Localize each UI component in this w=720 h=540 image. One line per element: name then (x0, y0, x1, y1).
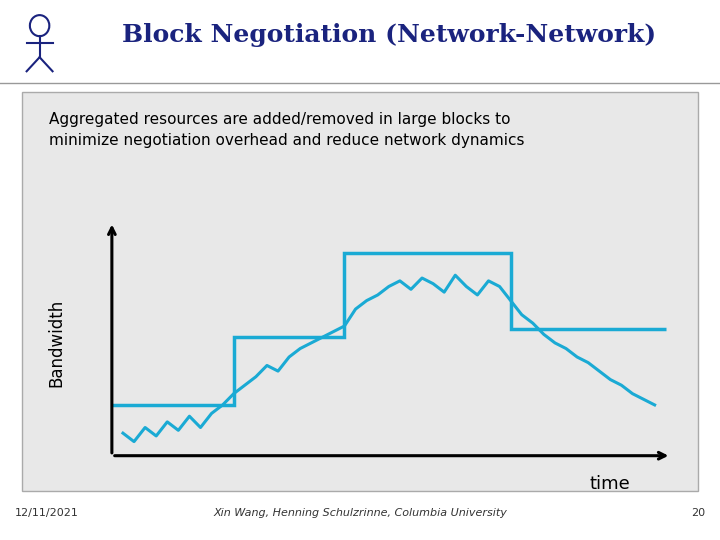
Text: Bandwidth: Bandwidth (48, 299, 66, 387)
Text: Aggregated resources are added/removed in large blocks to
minimize negotiation o: Aggregated resources are added/removed i… (49, 112, 524, 148)
Text: Block Negotiation (Network-Network): Block Negotiation (Network-Network) (122, 23, 656, 46)
Text: 12/11/2021: 12/11/2021 (14, 508, 78, 518)
Text: time: time (590, 475, 631, 493)
Text: 20: 20 (691, 508, 706, 518)
FancyBboxPatch shape (22, 92, 698, 491)
Text: Xin Wang, Henning Schulzrinne, Columbia University: Xin Wang, Henning Schulzrinne, Columbia … (213, 508, 507, 518)
